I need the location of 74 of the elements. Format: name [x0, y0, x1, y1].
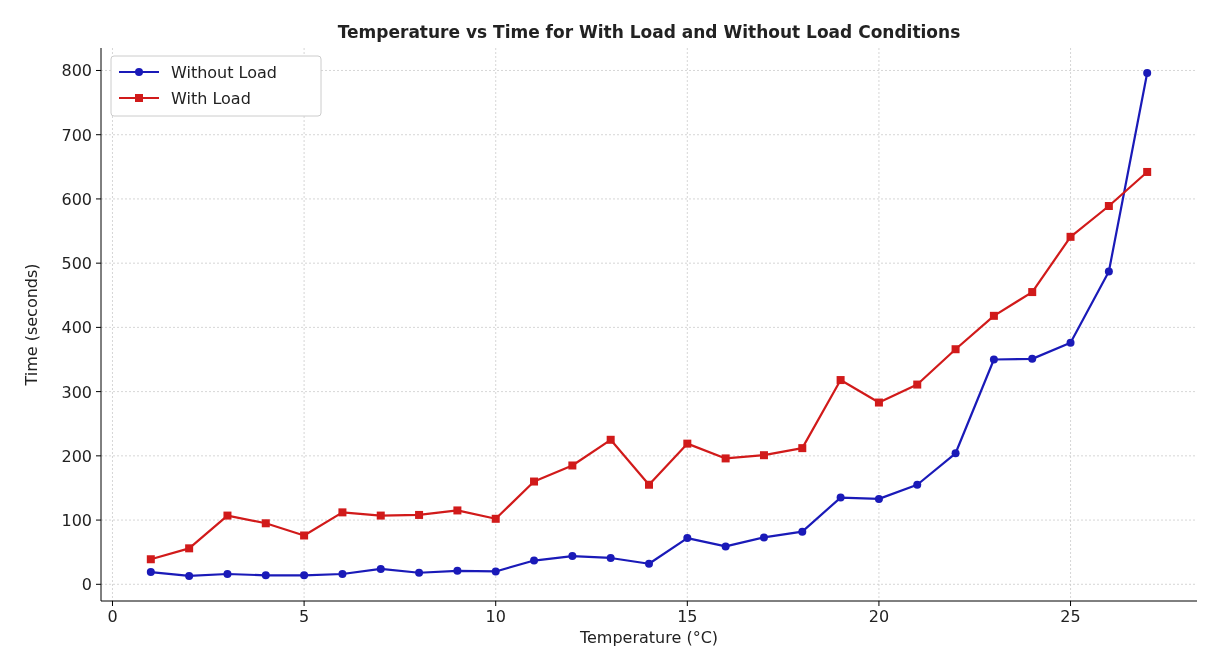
point	[759, 533, 768, 542]
point	[1028, 354, 1037, 363]
legend-label: With Load	[171, 89, 251, 108]
x-tick-label: 5	[299, 607, 310, 626]
point	[683, 534, 692, 543]
point	[759, 451, 768, 460]
y-tick-label: 500	[61, 254, 92, 274]
point	[989, 355, 998, 364]
chart-title: Temperature vs Time for With Load and Without Load Conditions	[337, 22, 961, 42]
point	[223, 570, 232, 579]
point	[1104, 202, 1113, 210]
point	[798, 444, 807, 453]
point	[146, 568, 155, 577]
point	[568, 552, 577, 561]
point	[913, 480, 922, 489]
point	[645, 559, 653, 568]
x-axis-title: Temperature (°C)	[578, 628, 719, 647]
point	[989, 311, 998, 320]
point	[338, 508, 347, 517]
point	[913, 380, 922, 389]
point	[376, 564, 385, 573]
point	[300, 531, 309, 540]
x-tick-label: 25	[1060, 607, 1081, 626]
point	[606, 435, 615, 444]
point	[261, 519, 270, 528]
y-tick-label: 0	[81, 575, 92, 595]
y-tick-label: 800	[61, 61, 92, 81]
point	[1143, 167, 1152, 176]
point	[338, 570, 347, 579]
y-tick-label: 100	[61, 511, 92, 531]
point	[453, 506, 462, 515]
point	[798, 527, 807, 536]
y-tick-label: 300	[61, 382, 92, 402]
point	[951, 345, 960, 354]
point	[185, 571, 194, 580]
y-tick-label: 600	[61, 189, 92, 209]
point	[146, 555, 155, 564]
point	[874, 494, 883, 503]
x-tick-label: 20	[868, 607, 890, 626]
point	[376, 511, 385, 520]
point	[491, 567, 500, 576]
x-tick-label: 10	[485, 607, 506, 626]
point	[721, 542, 730, 551]
point	[568, 461, 577, 470]
point	[645, 480, 653, 489]
point	[261, 571, 270, 580]
x-tick-label: 15	[677, 607, 698, 626]
y-tick-label: 400	[61, 318, 92, 338]
point	[453, 566, 462, 575]
point	[874, 398, 883, 407]
point	[530, 477, 539, 486]
y-tick-label: 700	[61, 125, 92, 145]
point	[683, 439, 692, 448]
point	[1104, 267, 1113, 276]
point	[491, 514, 500, 523]
point	[415, 568, 424, 577]
y-tick-label: 200	[61, 446, 92, 466]
legend-label: Without Load	[171, 63, 277, 82]
y-axis-title: Time (seconds)	[22, 263, 41, 387]
point	[1066, 232, 1075, 241]
point	[836, 376, 845, 385]
point	[1028, 288, 1037, 297]
point	[223, 511, 232, 520]
point	[836, 493, 845, 502]
x-tick-label: 0	[107, 607, 118, 626]
point	[1066, 338, 1075, 347]
point	[951, 449, 960, 458]
point	[530, 556, 539, 565]
point	[415, 510, 424, 519]
point	[300, 571, 309, 580]
point	[606, 553, 615, 562]
point	[185, 544, 194, 553]
point	[1143, 69, 1152, 78]
point	[721, 454, 730, 463]
